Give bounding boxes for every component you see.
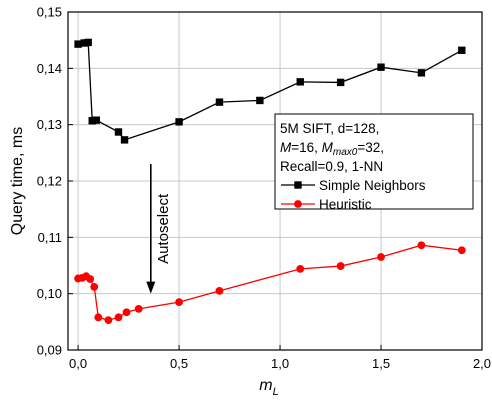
data-point-square bbox=[377, 63, 385, 71]
y-tick-label: 0,15 bbox=[37, 5, 62, 20]
data-point-circle bbox=[94, 313, 103, 322]
data-point-circle bbox=[457, 246, 466, 255]
data-point-square bbox=[296, 78, 304, 86]
annotation-layer: 5M SIFT, d=128,M=16, Mmax0=32,Recall=0.9… bbox=[146, 113, 474, 294]
grid bbox=[68, 12, 482, 350]
series-layer bbox=[74, 38, 466, 325]
data-point-circle bbox=[296, 264, 305, 273]
data-point-square bbox=[88, 117, 96, 125]
data-point-circle bbox=[86, 275, 95, 283]
data-point-circle bbox=[175, 298, 183, 307]
y-tick-label: 0,13 bbox=[37, 117, 62, 132]
data-point-circle bbox=[134, 304, 143, 313]
x-axis-title: mL bbox=[259, 377, 278, 398]
data-point-square bbox=[92, 116, 100, 124]
info-line-segment: =32, bbox=[357, 140, 384, 155]
info-line: Recall=0.9, 1-NN bbox=[280, 159, 383, 174]
data-point-circle bbox=[294, 200, 302, 208]
data-point-circle bbox=[114, 313, 123, 322]
data-point-square bbox=[74, 40, 82, 48]
info-line-segment: =16, bbox=[291, 140, 321, 155]
data-point-square bbox=[336, 78, 345, 87]
data-point-circle bbox=[215, 286, 224, 295]
y-tick-label: 0,11 bbox=[38, 230, 62, 245]
autoselect-arrowhead bbox=[146, 281, 156, 294]
data-point-square bbox=[120, 136, 129, 144]
y-axis-title: Query time, ms bbox=[9, 127, 26, 235]
data-point-circle bbox=[104, 316, 113, 325]
legend-label: Simple Neighbors bbox=[319, 178, 426, 193]
ticks: 0,0 0,5 1,0 1,5 2,0 0,09 0,10 0,11 0,12 0,13 0,14 0… bbox=[37, 5, 491, 372]
data-point-square bbox=[114, 128, 123, 136]
x-tick-label: 0,0 bbox=[69, 356, 87, 371]
info-line-segment: 5M SIFT, d=128, bbox=[280, 121, 379, 136]
y-tick-label: 0,14 bbox=[37, 61, 62, 76]
data-point-square bbox=[175, 118, 183, 126]
data-point-square bbox=[458, 46, 466, 55]
x-axis-title-sub: L bbox=[273, 386, 279, 398]
info-line-segment: Recall=0.9, 1-NN bbox=[280, 159, 383, 174]
data-point-circle bbox=[122, 308, 131, 317]
info-line-segment: M bbox=[322, 140, 334, 155]
data-point-square bbox=[256, 96, 264, 105]
data-point-circle bbox=[417, 241, 426, 250]
data-point-square bbox=[84, 38, 92, 47]
data-point-circle bbox=[90, 283, 99, 291]
y-tick-label: 0,10 bbox=[37, 286, 62, 301]
data-point-square bbox=[80, 39, 88, 47]
x-axis-title-main: m bbox=[259, 377, 272, 394]
info-line: M=16, Mmax0=32, bbox=[280, 140, 384, 158]
legend-label: Heuristic bbox=[319, 197, 372, 212]
info-line-segment: M bbox=[280, 140, 292, 155]
y-tick-label: 0,09 bbox=[37, 343, 62, 358]
data-point-circle bbox=[377, 253, 385, 261]
x-tick-label: 0,5 bbox=[170, 356, 188, 371]
series-heuristic bbox=[74, 241, 466, 325]
y-tick-label: 0,12 bbox=[37, 174, 62, 189]
x-tick-label: 1,5 bbox=[372, 356, 390, 371]
series-simple-neighbors bbox=[74, 38, 466, 144]
data-point-square bbox=[215, 98, 224, 106]
x-tick-label: 2,0 bbox=[473, 356, 491, 371]
info-line-segment: max0 bbox=[333, 147, 358, 158]
data-point-circle bbox=[336, 262, 345, 270]
data-point-square bbox=[294, 181, 302, 189]
x-tick-label: 1,0 bbox=[271, 356, 289, 371]
info-legend-box bbox=[274, 113, 474, 210]
autoselect-label: Autoselect bbox=[155, 193, 172, 264]
info-line: 5M SIFT, d=128, bbox=[280, 121, 379, 136]
data-point-square bbox=[417, 69, 426, 77]
